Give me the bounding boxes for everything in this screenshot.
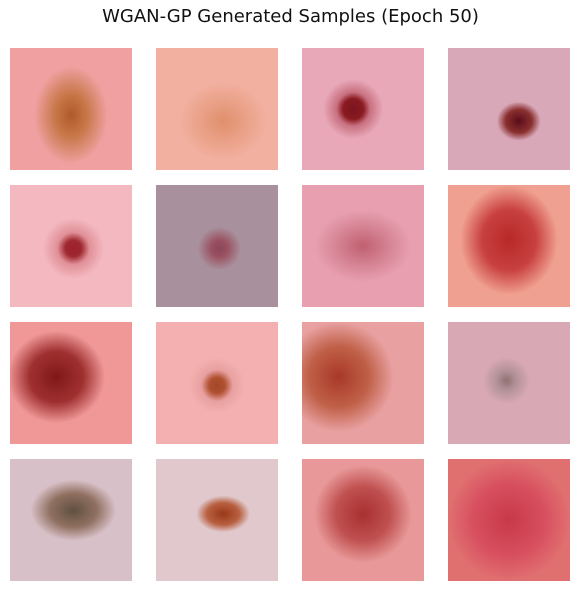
sample-image bbox=[156, 185, 278, 307]
figure-title: WGAN-GP Generated Samples (Epoch 50) bbox=[102, 6, 479, 27]
sample-image bbox=[448, 185, 570, 307]
sample-image bbox=[448, 459, 570, 581]
sample-image bbox=[156, 459, 278, 581]
sample-image bbox=[10, 48, 132, 170]
sample-image bbox=[302, 185, 424, 307]
sample-image bbox=[302, 48, 424, 170]
sample-image bbox=[10, 185, 132, 307]
sample-image bbox=[448, 322, 570, 444]
sample-image bbox=[10, 459, 132, 581]
sample-image bbox=[302, 322, 424, 444]
sample-image bbox=[10, 322, 132, 444]
sample-image bbox=[156, 322, 278, 444]
sample-image bbox=[156, 48, 278, 170]
sample-image bbox=[448, 48, 570, 170]
sample-image bbox=[302, 459, 424, 581]
